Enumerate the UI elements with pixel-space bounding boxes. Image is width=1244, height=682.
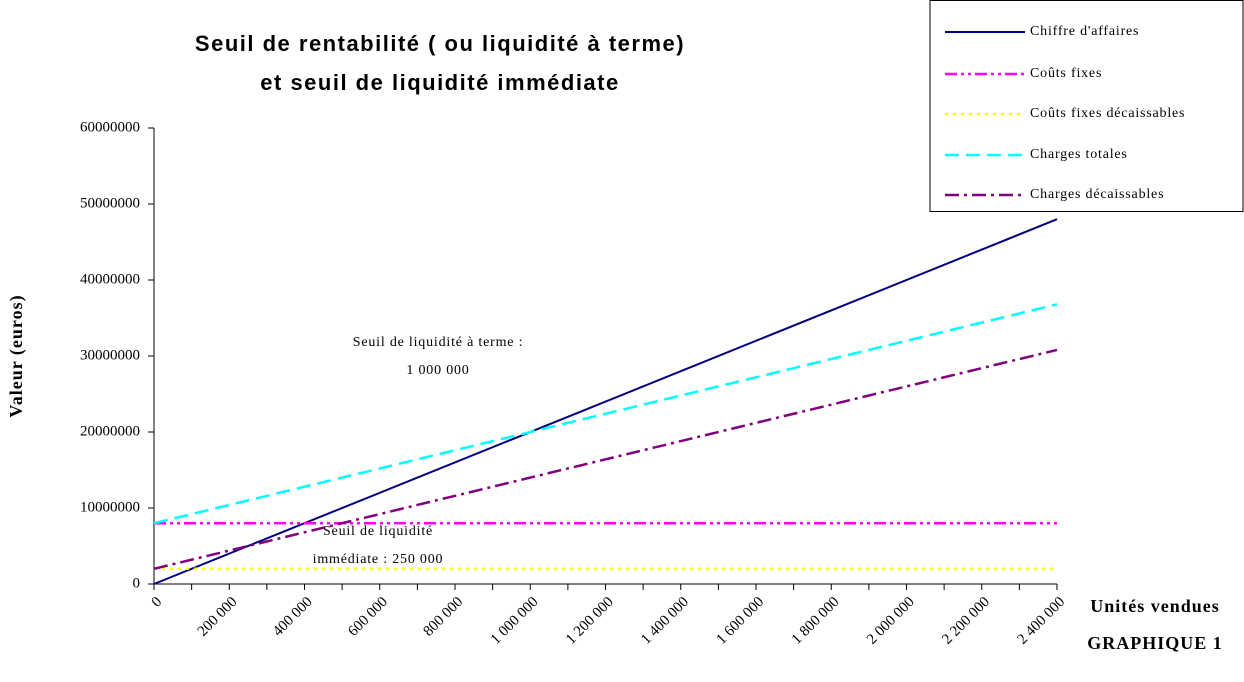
- chart-title: et seuil de liquidité immédiate: [260, 70, 619, 95]
- annotation: Seuil de liquidité à terme :: [353, 335, 524, 350]
- annotation: 1 000 000: [406, 363, 469, 378]
- annotation: Seuil de liquidité: [323, 524, 433, 539]
- y-tick-label: 0: [133, 575, 141, 591]
- x-tick-label: 400 000: [270, 594, 316, 640]
- legend-label: Charges totales: [1030, 147, 1128, 162]
- x-tick-label: 200 000: [195, 594, 241, 640]
- x-tick-label: 1 400 000: [638, 594, 692, 648]
- x-tick-label: 1 200 000: [563, 594, 617, 648]
- y-tick-label: 60000000: [80, 119, 140, 135]
- series-line: [153, 218, 1058, 585]
- x-tick-label: 800 000: [420, 594, 466, 640]
- x-tick-label: 1 600 000: [714, 594, 768, 648]
- legend-box: [929, 0, 1244, 212]
- y-tick-label: 20000000: [80, 423, 140, 439]
- x-axis-label: GRAPHIQUE 1: [1087, 633, 1223, 653]
- legend-label: Coûts fixes: [1030, 66, 1102, 81]
- x-tick-label: 2 400 000: [1015, 594, 1069, 648]
- series-line: [153, 348, 1058, 571]
- x-tick-label: 1 800 000: [789, 594, 843, 648]
- series-line: [153, 303, 1058, 525]
- x-tick-label: 2 000 000: [864, 594, 918, 648]
- y-tick-label: 50000000: [80, 195, 140, 211]
- x-tick-label: 600 000: [345, 594, 391, 640]
- y-tick-label: 40000000: [80, 271, 140, 287]
- y-axis-label: Valeur (euros): [6, 294, 27, 417]
- legend-label: Charges décaissables: [1030, 187, 1164, 202]
- y-tick-label: 10000000: [80, 499, 140, 515]
- annotation: immédiate : 250 000: [313, 552, 444, 567]
- x-tick-label: 1 000 000: [488, 594, 542, 648]
- legend-label: Coûts fixes décaissables: [1030, 106, 1185, 121]
- x-tick-label: 0: [149, 594, 166, 611]
- chart-title: Seuil de rentabilité ( ou liquidité à te…: [195, 31, 685, 56]
- y-tick-label: 30000000: [80, 347, 140, 363]
- x-axis-label: Unités vendues: [1090, 596, 1220, 616]
- x-tick-label: 2 200 000: [939, 594, 993, 648]
- legend-label: Chiffre d'affaires: [1030, 24, 1139, 39]
